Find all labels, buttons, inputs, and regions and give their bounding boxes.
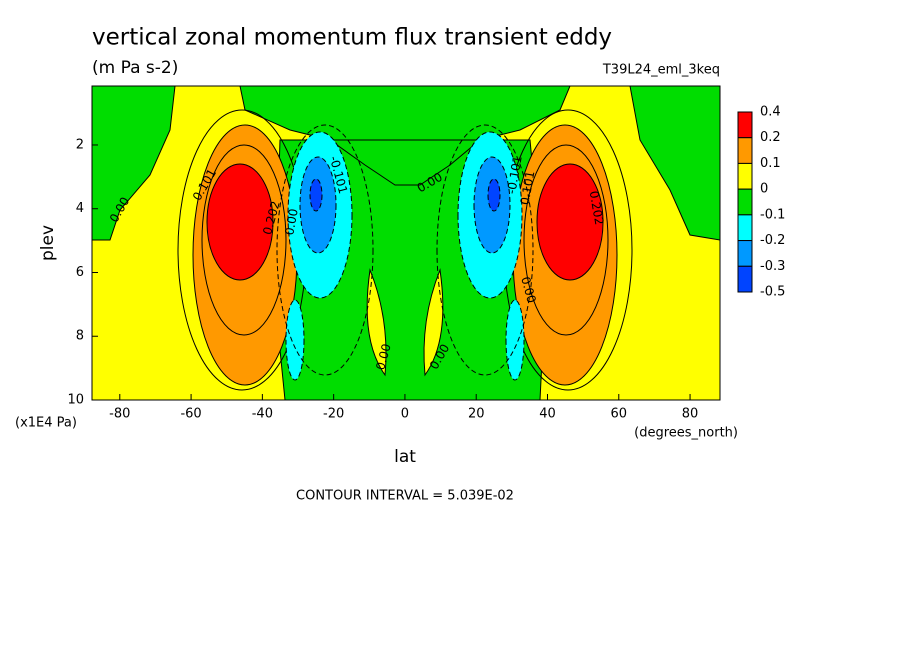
chart-subtitle: (m Pa s-2)	[92, 58, 178, 78]
colorbar-label: 0.1	[760, 156, 781, 171]
contour-line	[276, 124, 374, 376]
x-tick-label: -40	[252, 407, 273, 422]
colorbar-label: -0.3	[760, 259, 785, 274]
colorbar-label: 0	[760, 182, 768, 197]
darkblue-region	[309, 178, 323, 212]
x-tick-label: -20	[323, 407, 344, 422]
colorbar-label: -0.1	[760, 207, 785, 222]
x-tick-label: 40	[539, 407, 556, 422]
colorbar-box	[737, 265, 753, 293]
x-tick-label: -60	[180, 407, 201, 422]
footnote: CONTOUR INTERVAL = 5.039E-02	[296, 489, 514, 504]
y-tick-label: 8	[76, 329, 84, 344]
y-tick-label: 6	[76, 265, 84, 280]
green-right	[629, 86, 720, 241]
y-units: (x1E4 Pa)	[15, 416, 77, 431]
red-region	[206, 163, 274, 281]
x-tick-label: 80	[682, 407, 699, 422]
y-axis-label: plev	[38, 225, 58, 261]
x-units: (degrees_north)	[634, 426, 738, 441]
cyan-region	[285, 299, 305, 381]
contour-line	[201, 144, 287, 336]
colorbar-label: 0.2	[760, 130, 781, 145]
x-tick-label: 0	[401, 407, 409, 422]
contour-field	[92, 86, 720, 400]
x-tick-label: 60	[611, 407, 628, 422]
colorbar-label: -0.2	[760, 233, 785, 248]
x-tick-label: 20	[468, 407, 485, 422]
green-left	[92, 86, 176, 241]
colorbar-box	[737, 188, 753, 216]
contour-label: 0.101	[518, 170, 538, 206]
colorbar-box	[737, 240, 753, 267]
x-tick-label: -80	[109, 407, 130, 422]
contour-label: 0.00	[518, 275, 538, 304]
colorbar-label: 0.4	[760, 105, 781, 120]
y-tick-label: 4	[76, 201, 84, 216]
contour-label: 0.202	[587, 190, 607, 226]
x-axis-label: lat	[394, 447, 416, 467]
contour-label: 0.00	[282, 208, 300, 237]
contour-label: -0.101	[504, 155, 525, 196]
chart-title: vertical zonal momentum flux transient e…	[92, 25, 612, 51]
y-tick-label: 10	[67, 393, 84, 408]
colorbar-box	[737, 162, 753, 190]
half-pattern	[177, 109, 374, 391]
dataset-label: T39L24_eml_3keq	[602, 63, 720, 78]
plot-frame	[91, 85, 721, 401]
colorbar-box	[737, 111, 753, 139]
y-tick-label: 2	[76, 137, 84, 152]
colorbar-box	[737, 137, 753, 164]
contour-label: 0.00	[373, 342, 393, 371]
colorbar-box	[737, 214, 753, 242]
colorbar-label: -0.5	[760, 285, 785, 300]
